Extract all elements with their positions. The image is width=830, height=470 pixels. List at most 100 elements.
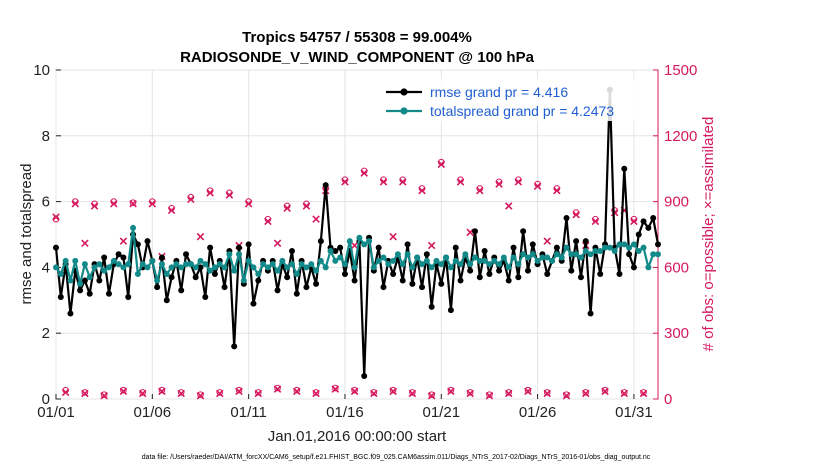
totalspread-point	[178, 264, 185, 271]
totalspread-point	[86, 274, 93, 281]
totalspread-point	[308, 261, 315, 268]
totalspread-point	[491, 257, 498, 264]
totalspread-point	[549, 257, 556, 264]
totalspread-point	[370, 264, 377, 271]
rmse-point	[505, 277, 512, 284]
totalspread-point	[221, 264, 228, 271]
totalspread-point	[423, 257, 430, 264]
rmse-point	[428, 303, 435, 310]
possible-obs-point	[216, 389, 224, 396]
totalspread-point	[510, 254, 517, 261]
rmse-point	[337, 244, 344, 251]
assimilated-obs-point	[379, 178, 388, 186]
possible-obs-point	[158, 386, 166, 394]
rmse-point	[231, 343, 238, 350]
rmse-point	[284, 274, 291, 281]
totalspread-point	[53, 264, 59, 271]
assimilated-obs-point	[408, 389, 417, 398]
title-line-2: RADIOSONDE_V_WIND_COMPONENT @ 100 hPa	[180, 49, 535, 66]
mid-count-obs-point	[273, 239, 282, 248]
totalspread-point	[125, 261, 132, 268]
rmse-point	[529, 241, 536, 248]
totalspread-point	[202, 261, 209, 268]
possible-obs-point	[389, 386, 397, 394]
totalspread-point	[255, 270, 262, 277]
possible-obs-point	[563, 391, 570, 398]
totalspread-point	[385, 261, 392, 268]
right-y-tick-label: 1500	[664, 62, 697, 79]
totalspread-point	[640, 244, 647, 251]
rmse-point	[447, 307, 454, 314]
gridlines	[55, 69, 658, 400]
rmse-point	[645, 224, 652, 231]
totalspread-point	[419, 261, 426, 268]
totalspread-point	[447, 264, 454, 271]
x-tick-label: 01/11	[230, 404, 266, 421]
rmse-point	[640, 218, 647, 225]
x-axis-label: Jan.01,2016 00:00:00 start	[268, 428, 447, 445]
plot-area	[55, 69, 659, 400]
totalspread-point	[298, 261, 305, 268]
assimilated-obs-point	[81, 389, 89, 398]
left-y-tick-label: 6	[42, 194, 50, 211]
totalspread-point	[452, 257, 459, 264]
possible-obs-point	[139, 389, 146, 396]
rmse-point	[563, 215, 570, 222]
rmse-point	[207, 244, 214, 251]
rmse-point	[568, 267, 575, 274]
data-file-footer: data file: /Users/raeder/DAI/ATM_forcXX/…	[142, 454, 651, 461]
assimilated-obs-point	[90, 202, 99, 210]
totalspread-point	[635, 247, 642, 254]
totalspread-point	[269, 261, 276, 268]
totalspread-point	[443, 254, 450, 261]
totalspread-point	[558, 254, 565, 261]
mid-count-obs-point	[312, 215, 320, 223]
rmse-point	[390, 270, 397, 277]
assimilated-obs-point	[52, 213, 60, 221]
rmse-point	[293, 290, 300, 297]
assimilated-obs-point	[418, 186, 426, 195]
assimilated-obs-point	[620, 389, 629, 398]
totalspread-point	[279, 257, 286, 264]
totalspread-point	[337, 254, 344, 261]
mid-count-obs-point	[543, 237, 551, 245]
assimilated-obs-point	[148, 200, 157, 208]
possible-obs-point	[293, 386, 301, 394]
totalspread-point	[72, 257, 79, 264]
rmse-point	[510, 244, 517, 251]
legend-spread-label: totalspread grand pr = 4.2473	[430, 103, 614, 119]
possible-obs-point	[409, 389, 416, 396]
rmse-point	[423, 251, 430, 258]
rmse-point	[438, 280, 445, 287]
left-y-axis-label: rmse and totalspread	[18, 164, 35, 305]
possible-obs-point	[601, 386, 609, 394]
rmse-point	[192, 274, 199, 281]
totalspread-point	[192, 264, 199, 271]
rmse-point	[57, 294, 64, 301]
possible-obs-point	[120, 386, 127, 394]
totalspread-point	[621, 241, 628, 248]
rmse-point	[409, 280, 416, 287]
assimilated-obs-point	[119, 387, 128, 396]
totalspread-point	[81, 261, 88, 268]
assimilated-obs-point	[572, 210, 580, 219]
totalspread-point	[105, 264, 112, 271]
possible-obs-point	[312, 389, 320, 396]
assimilated-obs-point	[437, 160, 446, 169]
assimilated-obs-point	[504, 389, 513, 398]
rmse-point	[341, 270, 348, 277]
assimilated-obs-point	[196, 391, 205, 400]
assimilated-obs-point	[206, 189, 214, 197]
totalspread-point	[211, 264, 218, 271]
rmse-point	[211, 270, 218, 277]
totalspread-point	[606, 244, 613, 251]
totalspread-point	[433, 257, 440, 264]
possible-obs-point	[640, 389, 647, 396]
left-y-tick-label: 0	[42, 391, 50, 408]
assimilated-obs-point	[524, 387, 532, 396]
rmse-point	[144, 238, 151, 245]
totalspread-point	[226, 251, 233, 258]
totalspread-point	[245, 257, 252, 264]
rmse-point	[626, 251, 633, 258]
rmse-point	[101, 254, 108, 261]
